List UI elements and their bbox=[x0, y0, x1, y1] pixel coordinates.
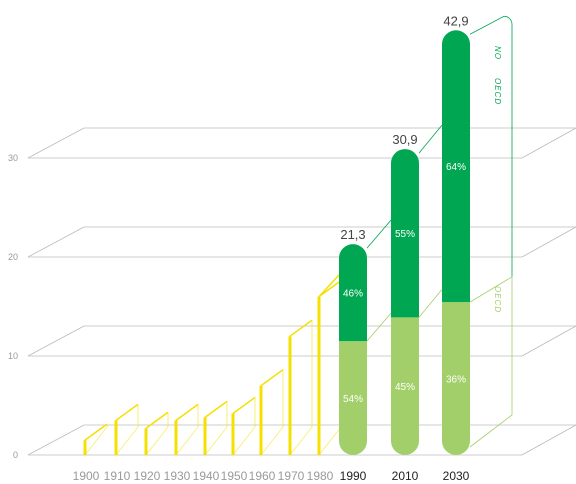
gridline-right-30 bbox=[521, 127, 576, 159]
connector-1980-1990 bbox=[318, 273, 341, 298]
bar-base-1950 bbox=[232, 426, 256, 456]
bar-oecd-2010 bbox=[391, 317, 419, 455]
bar-top-1960 bbox=[260, 369, 284, 387]
pct-label-no-oecd: 55% bbox=[395, 229, 415, 240]
x-tick-label: 1950 bbox=[221, 469, 248, 483]
bar-no-oecd-2030 bbox=[442, 30, 470, 303]
gridline-right-10 bbox=[521, 325, 576, 357]
bar-base-1970 bbox=[289, 426, 313, 456]
gridline-left-10 bbox=[27, 325, 85, 357]
bar-top-1930 bbox=[175, 403, 199, 421]
bar-base-1920 bbox=[145, 426, 169, 456]
bracket-oecd bbox=[469, 276, 513, 448]
bar-top-1980 bbox=[318, 279, 342, 298]
link-oecd-1 bbox=[418, 289, 443, 318]
x-axis: 1900 1910 1920 1930 1940 1950 1960 1970 1980 1990… bbox=[73, 469, 470, 483]
oecd-label: OECD bbox=[493, 286, 502, 313]
x-tick-label: 1920 bbox=[134, 469, 161, 483]
grid bbox=[27, 127, 576, 456]
bar-base-1900 bbox=[84, 426, 108, 456]
bar-top-1940 bbox=[204, 400, 228, 418]
pct-label-oecd: 45% bbox=[395, 382, 415, 393]
bracket-divider bbox=[469, 276, 513, 303]
bar-top-1970 bbox=[289, 319, 313, 337]
bar-total-label: 21,3 bbox=[340, 227, 365, 242]
gridline-right-0 bbox=[521, 424, 576, 456]
link-oecd-0 bbox=[366, 312, 392, 342]
historical-bars bbox=[83, 273, 342, 456]
pct-label-oecd: 54% bbox=[343, 394, 363, 405]
pct-label-no-oecd: 46% bbox=[343, 289, 363, 300]
projection-bars: 21,3 46% 54% 30,9 55% 45% 42,9 64% 36% bbox=[339, 13, 513, 455]
link-no-oecd-0 bbox=[366, 219, 392, 249]
pct-label-no-oecd: 64% bbox=[446, 162, 466, 173]
gridline-left-20 bbox=[27, 226, 85, 258]
link-no-oecd-1 bbox=[418, 124, 443, 154]
bar-base-1930 bbox=[175, 426, 199, 456]
bar-top-1910 bbox=[115, 403, 139, 421]
bracket-no-oecd bbox=[469, 15, 513, 277]
x-tick-label: 1900 bbox=[73, 469, 100, 483]
bar-total-label: 42,9 bbox=[443, 13, 468, 28]
x-tick-label: 2030 bbox=[443, 469, 470, 483]
pct-label-oecd: 36% bbox=[446, 375, 466, 386]
x-tick-label: 1980 bbox=[307, 469, 334, 483]
x-tick-label: 1960 bbox=[249, 469, 276, 483]
no-oecd-label-2: OECD bbox=[493, 78, 502, 105]
x-tick-label: 1940 bbox=[193, 469, 220, 483]
bar-no-oecd-1990 bbox=[339, 244, 367, 342]
x-tick-label: 1970 bbox=[278, 469, 305, 483]
x-tick-label: 1910 bbox=[104, 469, 131, 483]
bar-top-1900 bbox=[84, 423, 108, 441]
bar-base-1940 bbox=[204, 426, 228, 456]
bar-base-1980 bbox=[318, 426, 342, 456]
bar-oecd-1990 bbox=[339, 341, 367, 455]
bar-oecd-2030 bbox=[442, 302, 470, 455]
y-tick-label: 30 bbox=[8, 153, 18, 163]
bar-no-oecd-2010 bbox=[391, 149, 419, 318]
x-tick-label: 2010 bbox=[392, 469, 419, 483]
y-tick-label: 20 bbox=[8, 252, 18, 262]
x-tick-label: 1990 bbox=[340, 469, 367, 483]
no-oecd-label-1: NO bbox=[493, 46, 502, 60]
y-axis: 0 10 20 30 bbox=[8, 153, 18, 460]
bar-top-1950 bbox=[232, 396, 256, 415]
y-tick-label: 0 bbox=[13, 450, 18, 460]
gridline-right-20 bbox=[521, 226, 576, 258]
bar-top-1920 bbox=[145, 411, 169, 429]
bar-base-1960 bbox=[260, 426, 284, 456]
gridline-left-30 bbox=[27, 127, 85, 159]
bar-base-1910 bbox=[115, 426, 139, 456]
x-tick-label: 1930 bbox=[164, 469, 191, 483]
bar-total-label: 30,9 bbox=[392, 132, 417, 147]
y-tick-label: 10 bbox=[8, 351, 18, 361]
gridline-left-0 bbox=[27, 424, 85, 456]
series-vertical-labels: NO OECD OECD bbox=[493, 46, 502, 313]
